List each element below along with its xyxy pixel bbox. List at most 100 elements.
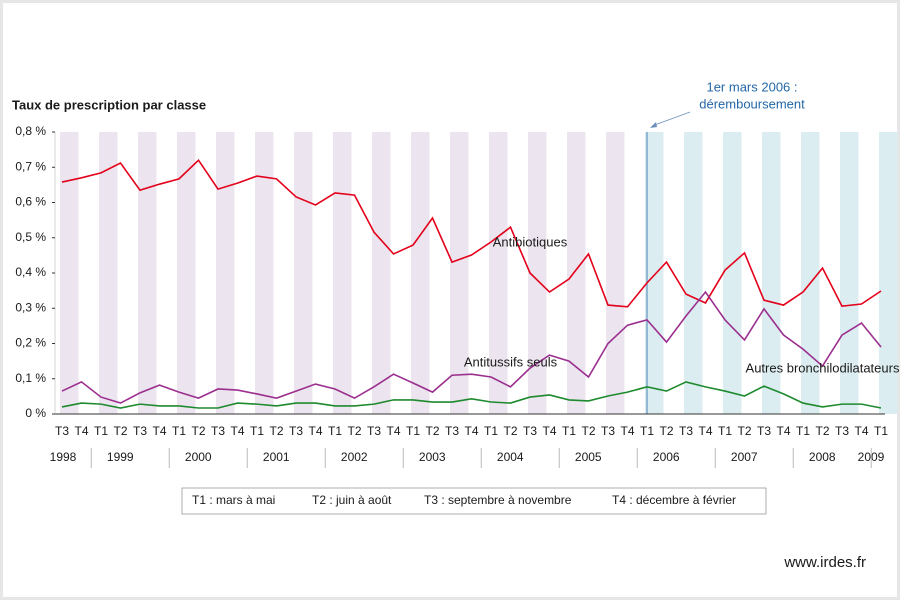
x-tick-label: T2 bbox=[659, 424, 673, 438]
x-tick-label: T2 bbox=[581, 424, 595, 438]
band bbox=[645, 132, 664, 414]
y-tick-label: 0,3 % bbox=[15, 300, 46, 314]
y-tick-label: 0,5 % bbox=[15, 230, 46, 244]
x-tick-label: T1 bbox=[718, 424, 732, 438]
x-tick-label: T4 bbox=[74, 424, 88, 438]
x-tick-label: T4 bbox=[542, 424, 556, 438]
series-line bbox=[61, 381, 882, 409]
x-tick-label: T4 bbox=[308, 424, 322, 438]
legend-note: T2 : juin à août bbox=[312, 493, 392, 507]
x-tick-label: T4 bbox=[698, 424, 712, 438]
legend-note: T3 : septembre à novembre bbox=[424, 493, 572, 507]
legend-note: T1 : mars à mai bbox=[192, 493, 275, 507]
x-tick-label: T1 bbox=[94, 424, 108, 438]
x-tick-label: T2 bbox=[737, 424, 751, 438]
year-label: 1998 bbox=[50, 450, 77, 464]
band bbox=[333, 132, 352, 414]
band bbox=[606, 132, 625, 414]
series-line bbox=[61, 158, 882, 308]
legend-box bbox=[181, 487, 767, 515]
band bbox=[138, 132, 157, 414]
series-label: Antitussifs seuls bbox=[464, 354, 558, 369]
x-tick-label: T4 bbox=[776, 424, 790, 438]
x-tick-label: T3 bbox=[133, 424, 147, 438]
band bbox=[450, 132, 469, 414]
annotation-arrowhead bbox=[650, 122, 657, 128]
y-tick-label: 0,4 % bbox=[15, 265, 46, 279]
year-label: 1999 bbox=[107, 450, 134, 464]
year-label: 2005 bbox=[575, 450, 602, 464]
band bbox=[840, 132, 859, 414]
band bbox=[411, 132, 430, 414]
band bbox=[99, 132, 118, 414]
x-tick-label: T3 bbox=[367, 424, 381, 438]
x-tick-label: T1 bbox=[640, 424, 654, 438]
year-label: 2004 bbox=[497, 450, 524, 464]
footer: www.irdes.fr bbox=[783, 554, 866, 571]
x-tick-label: T1 bbox=[484, 424, 498, 438]
y-tick-label: 0,6 % bbox=[15, 195, 46, 209]
band bbox=[801, 132, 820, 414]
series-line bbox=[61, 290, 882, 404]
band bbox=[879, 132, 898, 414]
legend-note: T4 : décembre à février bbox=[612, 493, 736, 507]
series-label: Antibiotiques bbox=[493, 234, 568, 249]
x-tick-label: T1 bbox=[172, 424, 186, 438]
y-axis-title: Taux de prescription par classe bbox=[12, 97, 206, 112]
band bbox=[567, 132, 586, 414]
band bbox=[60, 132, 79, 414]
year-label: 2007 bbox=[731, 450, 758, 464]
x-tick-label: T4 bbox=[854, 424, 868, 438]
series-label: Autres bronchilodilatateurs bbox=[746, 360, 900, 375]
year-label: 2001 bbox=[263, 450, 290, 464]
x-tick-label: T1 bbox=[796, 424, 810, 438]
year-label: 2000 bbox=[185, 450, 212, 464]
x-tick-label: T1 bbox=[562, 424, 576, 438]
band bbox=[762, 132, 781, 414]
x-tick-label: T2 bbox=[347, 424, 361, 438]
band bbox=[372, 132, 391, 414]
annotation-line: déremboursement bbox=[699, 96, 805, 111]
x-tick-label: T1 bbox=[250, 424, 264, 438]
band bbox=[528, 132, 547, 414]
y-tick-label: 0 % bbox=[25, 406, 46, 420]
x-tick-label: T4 bbox=[386, 424, 400, 438]
x-tick-label: T3 bbox=[679, 424, 693, 438]
x-tick-label: T2 bbox=[113, 424, 127, 438]
y-tick-label: 0,2 % bbox=[15, 336, 46, 350]
x-tick-label: T2 bbox=[815, 424, 829, 438]
x-tick-label: T2 bbox=[425, 424, 439, 438]
x-tick-label: T3 bbox=[601, 424, 615, 438]
band bbox=[723, 132, 742, 414]
x-tick-label: T3 bbox=[523, 424, 537, 438]
x-tick-label: T3 bbox=[757, 424, 771, 438]
x-tick-label: T1 bbox=[874, 424, 888, 438]
x-tick-label: T3 bbox=[211, 424, 225, 438]
x-tick-label: T1 bbox=[406, 424, 420, 438]
annotation-arrow bbox=[651, 111, 691, 127]
year-label: 2006 bbox=[653, 450, 680, 464]
x-tick-label: T3 bbox=[55, 424, 69, 438]
year-label: 2002 bbox=[341, 450, 368, 464]
y-tick-label: 0,8 % bbox=[15, 124, 46, 138]
band bbox=[294, 132, 313, 414]
year-label: 2003 bbox=[419, 450, 446, 464]
x-tick-label: T2 bbox=[191, 424, 205, 438]
band bbox=[255, 132, 274, 414]
year-label: 2008 bbox=[809, 450, 836, 464]
x-tick-label: T1 bbox=[328, 424, 342, 438]
x-tick-label: T4 bbox=[620, 424, 634, 438]
x-tick-label: T3 bbox=[445, 424, 459, 438]
annotation-line: 1er mars 2006 : bbox=[706, 79, 797, 94]
band bbox=[177, 132, 196, 414]
x-tick-label: T2 bbox=[503, 424, 517, 438]
x-tick-label: T3 bbox=[835, 424, 849, 438]
x-tick-label: T3 bbox=[289, 424, 303, 438]
band bbox=[684, 132, 703, 414]
x-tick-label: T4 bbox=[230, 424, 244, 438]
band bbox=[216, 132, 235, 414]
y-tick-label: 0,1 % bbox=[15, 371, 46, 385]
x-tick-label: T4 bbox=[464, 424, 478, 438]
band bbox=[489, 132, 508, 414]
